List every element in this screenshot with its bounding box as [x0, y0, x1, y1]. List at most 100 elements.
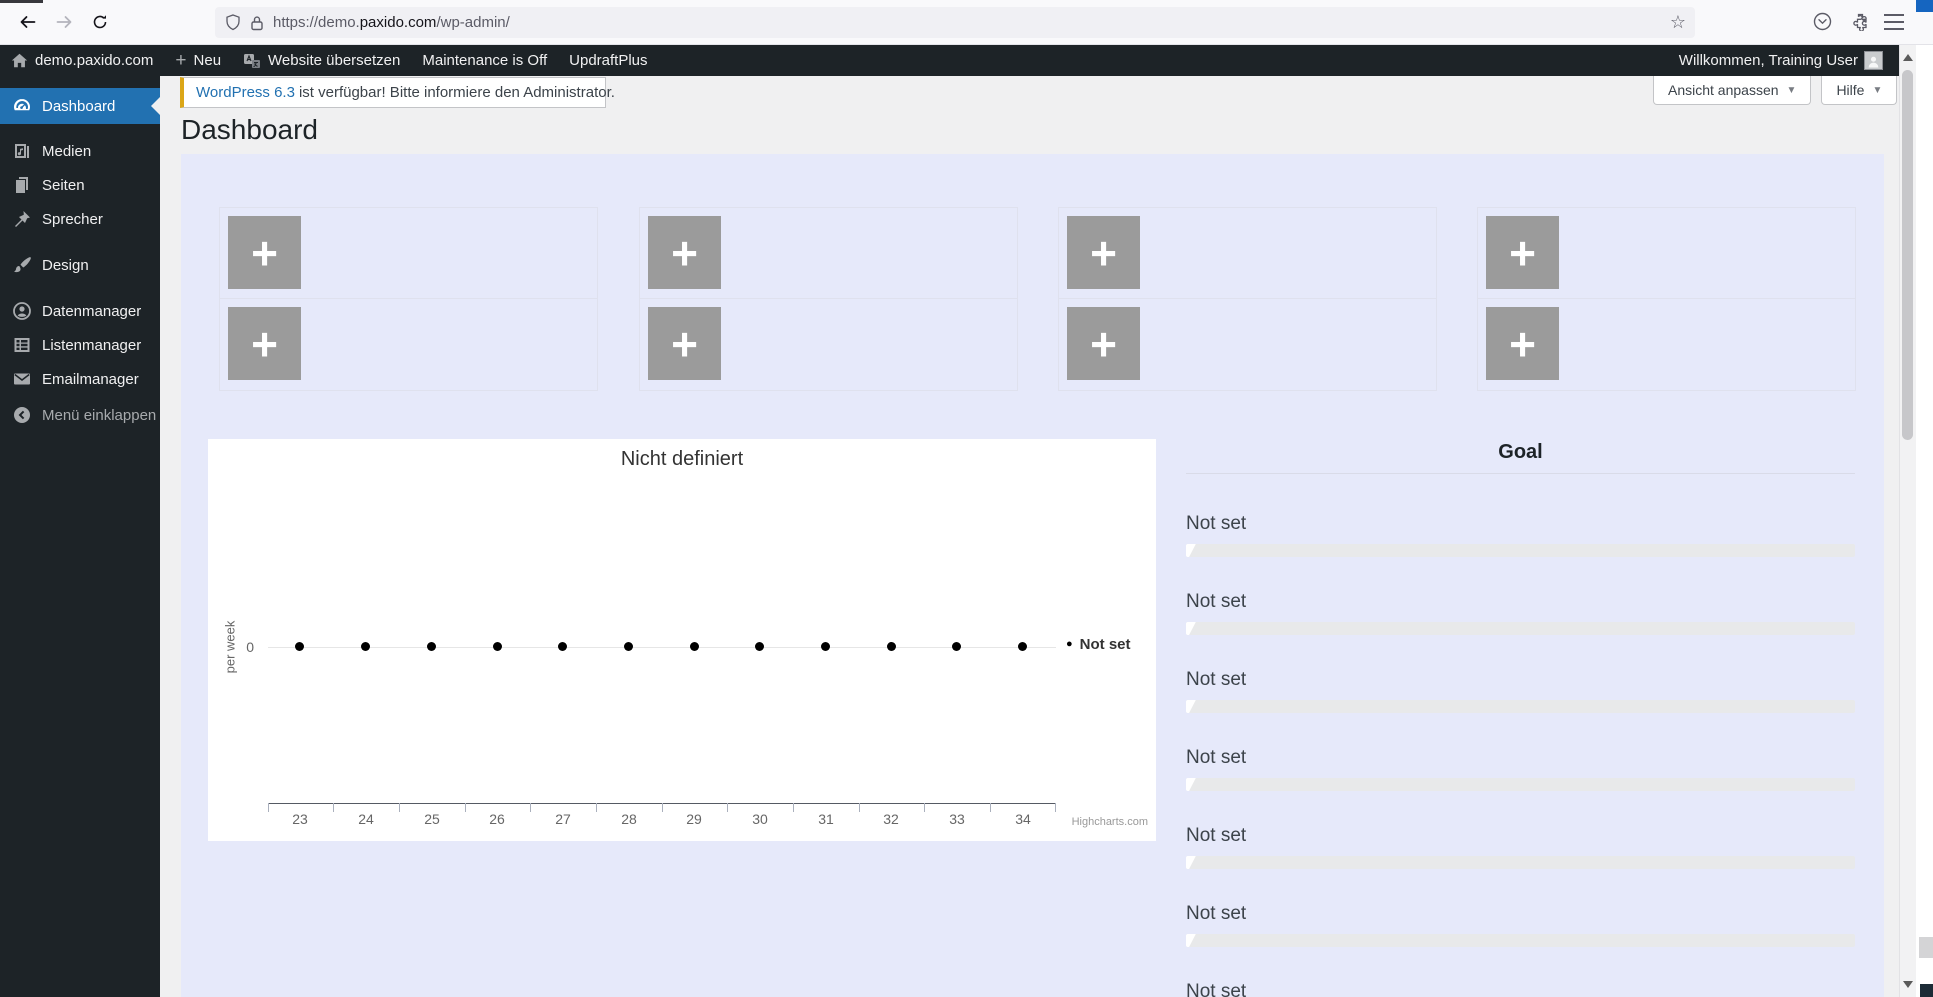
sidebar-item-design[interactable]: Design: [0, 248, 160, 282]
sidebar-item-label: Datenmanager: [42, 302, 142, 320]
goal-progress-notch: [1186, 544, 1196, 557]
data-point: [755, 642, 764, 651]
reload-button[interactable]: [84, 6, 116, 38]
highcharts-credit[interactable]: Highcharts.com: [1071, 816, 1148, 828]
goal-progress-notch: [1186, 700, 1196, 713]
help-label: Hilfe: [1836, 82, 1865, 98]
admin-bar-translate[interactable]: Website übersetzen: [232, 45, 411, 76]
x-tick-label: 28: [621, 811, 637, 827]
back-button[interactable]: [12, 6, 44, 38]
admin-bar-site-label: demo.paxido.com: [35, 52, 154, 69]
scroll-up-arrow[interactable]: [1903, 54, 1913, 61]
media-icon: [12, 141, 32, 161]
sidebar-item-emailmanager[interactable]: Emailmanager: [0, 362, 160, 396]
wordpress-update-link[interactable]: WordPress 6.3: [196, 84, 295, 101]
sidebar-item-datenmanager[interactable]: Datenmanager: [0, 294, 160, 328]
update-notice-text: ist verfügbar! Bitte informiere den Admi…: [298, 84, 615, 101]
add-widget-button[interactable]: +: [228, 307, 301, 380]
x-tick-label: 29: [686, 811, 702, 827]
x-tick-label: 30: [752, 811, 768, 827]
window-scrollbar-thumb[interactable]: [1919, 937, 1933, 958]
admin-bar-site[interactable]: demo.paxido.com: [0, 45, 164, 76]
add-widget-button[interactable]: +: [1486, 307, 1559, 380]
add-widget-button[interactable]: +: [1067, 307, 1140, 380]
x-tick-label: 26: [489, 811, 505, 827]
admin-bar-maintenance[interactable]: Maintenance is Off: [411, 45, 558, 76]
x-tick: [596, 803, 597, 812]
admin-bar-maintenance-label: Maintenance is Off: [422, 52, 548, 69]
admin-bar-new[interactable]: + Neu: [164, 45, 232, 76]
forward-button[interactable]: [48, 6, 80, 38]
goal-title: Goal: [1498, 441, 1543, 463]
goal-item-label: Not set: [1186, 591, 1247, 612]
admin-sidebar: Dashboard Medien Seiten Sprecher Desi: [0, 76, 160, 997]
sidebar-collapse-menu[interactable]: Menü einklappen: [0, 398, 160, 432]
widget-column: + +: [1477, 207, 1856, 391]
goal-progress-bar: [1186, 856, 1855, 869]
chart-y-tick-label: 0: [246, 639, 254, 655]
add-widget-button[interactable]: +: [648, 216, 721, 289]
sidebar-item-dashboard[interactable]: Dashboard: [0, 88, 160, 124]
lock-icon[interactable]: [250, 15, 264, 31]
chevron-down-icon: ▼: [1872, 84, 1883, 96]
data-point: [361, 642, 370, 651]
legend-series-label: Not set: [1079, 636, 1131, 653]
add-widget-cell[interactable]: +: [1478, 208, 1855, 299]
envelope-icon: [12, 369, 32, 389]
legend-marker-icon: ●: [1066, 638, 1073, 650]
url-bar[interactable]: https://demo. paxido.com/wp-admin/ ☆: [215, 7, 1695, 38]
add-widget-cell[interactable]: +: [1059, 299, 1436, 390]
goal-progress-bar: [1186, 700, 1855, 713]
window-scrollbar-track[interactable]: [1916, 45, 1933, 997]
translate-icon: [243, 53, 261, 69]
data-point: [493, 642, 502, 651]
x-tick-label: 27: [555, 811, 571, 827]
url-domain: paxido.com: [359, 14, 437, 31]
sidebar-item-listenmanager[interactable]: Listenmanager: [0, 328, 160, 362]
x-tick: [399, 803, 400, 812]
shield-icon[interactable]: [225, 14, 241, 31]
admin-bar-account[interactable]: Willkommen, Training User: [1668, 45, 1864, 76]
avatar[interactable]: [1864, 51, 1883, 70]
add-widget-cell[interactable]: +: [220, 208, 597, 299]
add-widget-button[interactable]: +: [648, 307, 721, 380]
chart-legend[interactable]: ● Not set: [1066, 636, 1131, 653]
x-tick-label: 32: [883, 811, 899, 827]
screen-options-label: Ansicht anpassen: [1668, 82, 1779, 98]
help-tab[interactable]: Hilfe ▼: [1821, 76, 1898, 105]
goal-progress-bar: [1186, 622, 1855, 635]
add-widget-cell[interactable]: +: [1059, 208, 1436, 299]
bookmark-star-icon[interactable]: ☆: [1669, 12, 1686, 32]
add-widget-button[interactable]: +: [1486, 216, 1559, 289]
data-point: [887, 642, 896, 651]
sidebar-item-seiten[interactable]: Seiten: [0, 168, 160, 202]
sidebar-item-sprecher[interactable]: Sprecher: [0, 202, 160, 236]
goal-item-label: Not set: [1186, 825, 1247, 846]
goal-divider: [1186, 473, 1855, 474]
x-tick-label: 24: [358, 811, 374, 827]
add-widget-button[interactable]: +: [228, 216, 301, 289]
x-tick-label: 25: [424, 811, 440, 827]
url-scheme: https://demo.: [273, 14, 360, 31]
pushpin-icon: [12, 209, 32, 229]
add-widget-cell[interactable]: +: [640, 208, 1017, 299]
admin-bar-updraft[interactable]: UpdraftPlus: [558, 45, 658, 76]
pocket-icon[interactable]: [1813, 12, 1832, 31]
home-icon: [11, 52, 28, 69]
sidebar-item-label: Listenmanager: [42, 336, 142, 354]
add-widget-cell[interactable]: +: [1478, 299, 1855, 390]
page-title: Dashboard: [181, 114, 318, 145]
sidebar-item-label: Emailmanager: [42, 370, 139, 388]
extensions-puzzle-icon[interactable]: [1851, 12, 1870, 31]
x-tick: [530, 803, 531, 812]
menu-hamburger-icon[interactable]: [1884, 14, 1904, 30]
sidebar-item-medien[interactable]: Medien: [0, 134, 160, 168]
add-widget-button[interactable]: +: [1067, 216, 1140, 289]
add-widget-cell[interactable]: +: [220, 299, 597, 390]
page-scrollbar-thumb[interactable]: [1902, 70, 1913, 440]
goal-progress-bar: [1186, 934, 1855, 947]
x-tick-label: 23: [292, 811, 308, 827]
screen-options-tab[interactable]: Ansicht anpassen ▼: [1653, 76, 1812, 105]
add-widget-cell[interactable]: +: [640, 299, 1017, 390]
scroll-down-arrow[interactable]: [1903, 981, 1913, 988]
